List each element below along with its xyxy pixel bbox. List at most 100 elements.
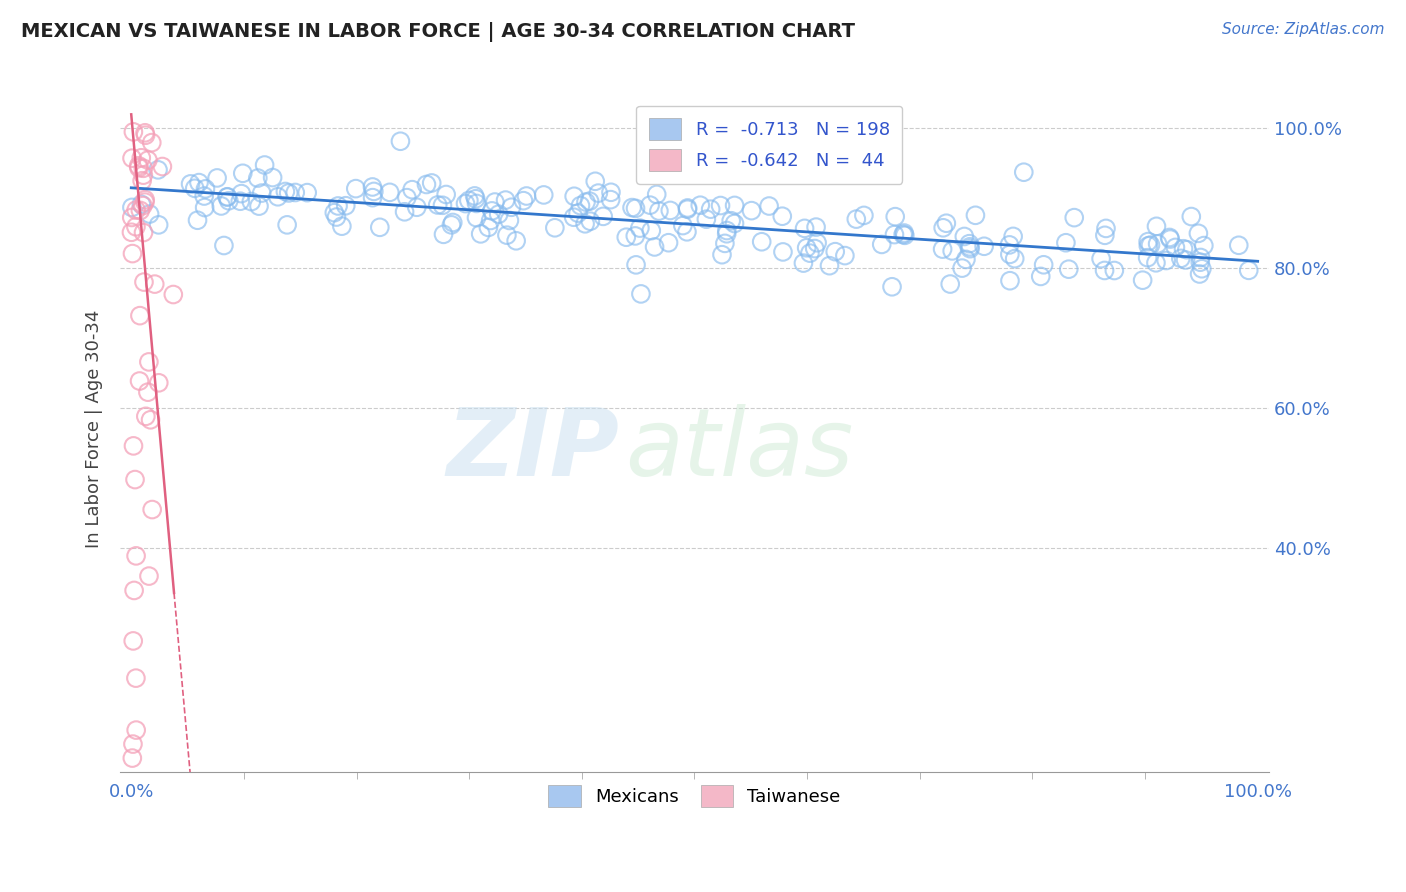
Point [1090,252,1112,266]
Point [818,259,841,273]
Point [124,473,146,487]
Point [132,226,155,240]
Point [1032,258,1054,272]
Point [454,196,477,211]
Point [121,151,143,165]
Point [246,171,269,186]
Point [139,413,162,427]
Point [479,213,502,227]
Point [562,211,585,225]
Point [515,189,537,203]
Point [276,218,298,232]
Point [401,183,423,197]
Point [578,194,600,208]
Point [146,162,169,177]
Point [932,220,955,235]
Point [240,194,263,209]
Point [1237,263,1260,277]
Point [1164,240,1187,254]
Point [194,182,217,196]
Point [1012,165,1035,179]
Point [955,252,977,267]
Point [186,213,208,227]
Point [1174,252,1197,267]
Point [1137,239,1160,253]
Point [129,151,152,165]
Point [218,194,240,208]
Point [405,200,427,214]
Point [716,223,738,237]
Point [440,218,463,232]
Point [132,275,155,289]
Point [1187,227,1209,241]
Point [624,258,647,272]
Point [709,198,731,212]
Point [131,197,153,211]
Point [1146,219,1168,234]
Point [135,409,157,424]
Point [143,277,166,292]
Point [150,160,173,174]
Point [1159,230,1181,244]
Point [1095,221,1118,235]
Point [998,274,1021,288]
Point [657,235,679,250]
Point [122,583,145,598]
Point [148,218,170,232]
Point [132,161,155,176]
Point [361,180,384,194]
Point [583,174,606,188]
Point [125,549,148,563]
Point [250,186,273,200]
Point [129,309,152,323]
Point [253,158,276,172]
Point [544,220,567,235]
Point [121,211,143,225]
Point [579,214,602,228]
Point [426,198,449,212]
Point [295,186,318,200]
Point [121,751,143,765]
Point [1189,251,1212,265]
Point [645,187,668,202]
Point [162,287,184,301]
Point [614,230,637,244]
Point [415,178,437,192]
Point [361,191,384,205]
Point [505,234,527,248]
Point [1192,238,1215,252]
Point [1136,251,1159,265]
Point [723,198,745,212]
Point [699,202,721,217]
Point [184,181,207,195]
Point [1227,238,1250,252]
Point [465,196,488,211]
Point [834,249,856,263]
Point [134,195,156,210]
Point [1057,262,1080,277]
Point [141,136,163,150]
Point [477,220,499,235]
Point [569,199,592,213]
Point [274,185,297,199]
Point [1054,235,1077,250]
Legend: Mexicans, Taiwanese: Mexicans, Taiwanese [541,778,848,814]
Point [128,374,150,388]
Point [128,159,150,173]
Point [1063,211,1085,225]
Point [676,225,699,239]
Point [1191,261,1213,276]
Point [803,242,825,256]
Point [941,244,963,258]
Point [959,242,981,256]
Point [695,212,717,227]
Point [138,207,160,221]
Point [772,244,794,259]
Point [998,238,1021,252]
Point [935,216,957,230]
Point [484,194,506,209]
Point [806,235,828,250]
Point [939,277,962,291]
Point [716,227,738,241]
Point [799,246,821,260]
